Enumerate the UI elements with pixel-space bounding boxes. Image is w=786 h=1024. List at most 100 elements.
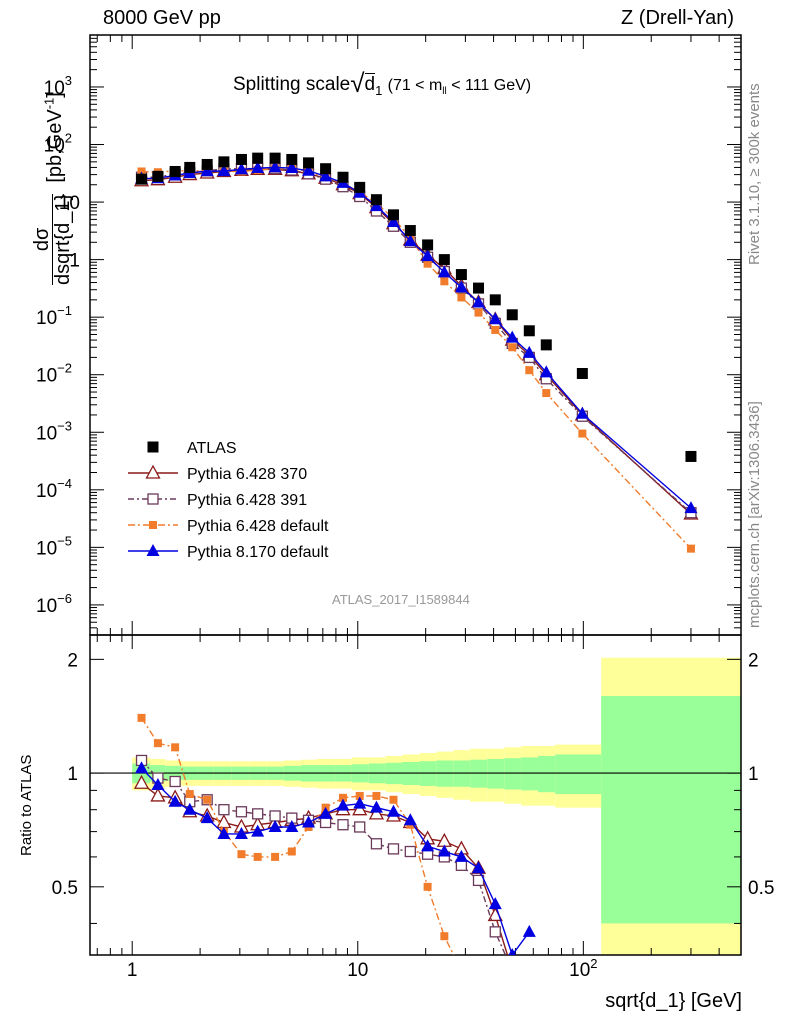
data-point (136, 173, 148, 185)
data-point (303, 157, 315, 169)
data-point (472, 295, 486, 308)
ratio-series-pythia-6-428-370 (133, 774, 509, 955)
ratio-point (507, 966, 517, 976)
ratio-point (302, 815, 316, 828)
x-tick-exponent: 2 (590, 956, 597, 971)
ratio-point (368, 805, 385, 820)
data-point (137, 167, 146, 176)
chart-title-sub: 1 (375, 82, 383, 98)
ratio-point (508, 948, 517, 955)
y-tick-label: 1 (69, 251, 80, 272)
ratio-point (137, 713, 146, 722)
data-point (218, 156, 230, 168)
sqrt-symbol: √ (350, 68, 365, 98)
ratio-point (403, 813, 417, 826)
band-inner (487, 758, 505, 789)
data-point (269, 152, 281, 164)
legend-item: Pythia 8.170 default (128, 544, 329, 561)
data-point (286, 153, 298, 165)
data-point (542, 389, 551, 398)
ratio-point (386, 804, 400, 817)
data-point (201, 158, 213, 170)
ratio-point (423, 882, 432, 891)
top-panel-axes: 10−6 10−5 10−4 10−3 10−2 10−1 1 10 102 103 (36, 34, 742, 636)
y-tick-exponent: −5 (57, 533, 72, 548)
ratio-point (151, 777, 165, 790)
ratio-point (457, 967, 465, 975)
data-point (578, 429, 587, 438)
y-tick-label: 10−4 (36, 476, 72, 502)
data-point (320, 163, 332, 175)
ratio-point (355, 791, 364, 800)
data-point (403, 234, 417, 247)
ratio-y-tick-label-right: 0.5 (748, 878, 774, 899)
data-point (575, 406, 589, 419)
ratio-point (183, 802, 197, 815)
ratio-point (389, 795, 398, 804)
y-tick-label: 10−6 (36, 591, 72, 617)
ratio-point (369, 800, 383, 813)
legend-item: Pythia 6.428 391 (128, 492, 307, 509)
legend-label: Pythia 6.428 391 (187, 492, 307, 509)
data-point (370, 194, 382, 206)
ratio-point (370, 838, 383, 850)
ratio-line (141, 782, 509, 955)
data-point (506, 309, 518, 321)
analysis-watermark: ATLAS_2017_I1589844 (332, 592, 470, 607)
ratio-point (387, 843, 400, 855)
legend-marker (145, 464, 161, 479)
ratio-point (185, 790, 194, 799)
y-tick-label: 10−1 (36, 303, 72, 329)
y-tick-exponent: −1 (57, 303, 72, 318)
ratio-point (372, 791, 381, 800)
band-inner (521, 757, 539, 791)
data-point (152, 170, 164, 182)
data-point (217, 164, 231, 177)
ratio-y-tick-label-right: 1 (748, 764, 759, 785)
band-inner (601, 695, 741, 924)
data-point (539, 365, 553, 378)
y-tick-label: 10−3 (36, 418, 72, 444)
data-point (337, 171, 349, 183)
ratio-frame (89, 634, 742, 956)
ratio-point (200, 811, 214, 824)
y-tick-label: 10 (59, 193, 80, 214)
data-point (235, 153, 247, 165)
ratio-y-tick-label-right: 2 (748, 650, 759, 671)
ratio-clipped (133, 713, 536, 976)
data-point (576, 367, 588, 379)
ratio-point (354, 821, 366, 833)
data-point (251, 161, 265, 174)
ratio-point (319, 816, 332, 829)
data-point (268, 160, 282, 173)
data-point (523, 325, 535, 337)
ratio-y-tick-label: 0.5 (52, 878, 78, 899)
y-tick-label: 10−2 (36, 361, 72, 387)
ratio-point (437, 844, 451, 857)
data-point (354, 181, 366, 193)
data-point (386, 215, 400, 228)
legend-item: Pythia 6.428 default (128, 518, 329, 535)
ratio-point (217, 826, 231, 839)
data-point (437, 265, 451, 278)
ratio-point (338, 793, 347, 802)
ratio-y-tick-label: 1 (67, 764, 78, 785)
data-point (508, 343, 517, 352)
data-point (474, 308, 483, 317)
ratio-point (203, 795, 212, 804)
data-point (169, 165, 181, 177)
ratio-point (169, 775, 181, 788)
ratio-point (271, 852, 280, 861)
data-point (685, 450, 697, 462)
legend-marker (147, 441, 159, 453)
band-inner (555, 754, 602, 795)
legend-marker (146, 544, 160, 556)
data-point (686, 544, 695, 553)
ratio-point (253, 852, 262, 861)
ratio-point (237, 850, 246, 859)
header-right: Z (Drell-Yan) (621, 7, 734, 29)
data-point (540, 339, 552, 351)
ratio-point (488, 897, 502, 910)
data-point (184, 161, 196, 173)
